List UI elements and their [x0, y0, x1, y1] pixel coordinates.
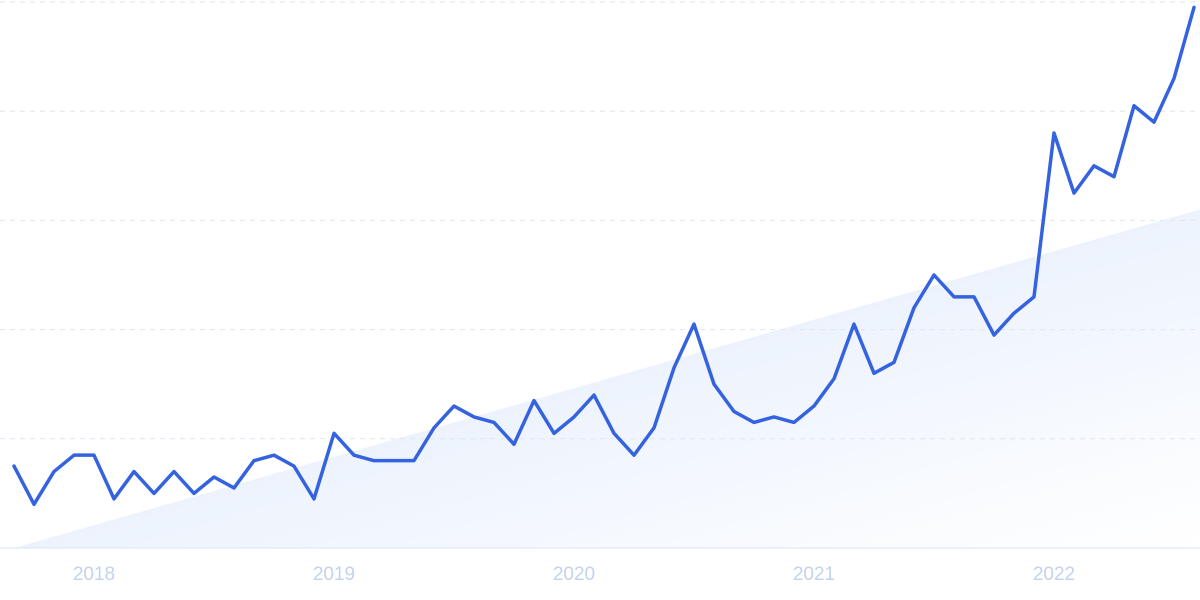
- trend-area: [14, 209, 1200, 549]
- trend-line: [12, 5, 1196, 507]
- x-tick-label: 2022: [1033, 564, 1075, 585]
- x-tick-label: 2020: [553, 564, 595, 585]
- x-tick-label: 2021: [793, 564, 835, 585]
- x-tick-label: 2019: [313, 564, 355, 585]
- x-tick-label: 2018: [73, 564, 115, 585]
